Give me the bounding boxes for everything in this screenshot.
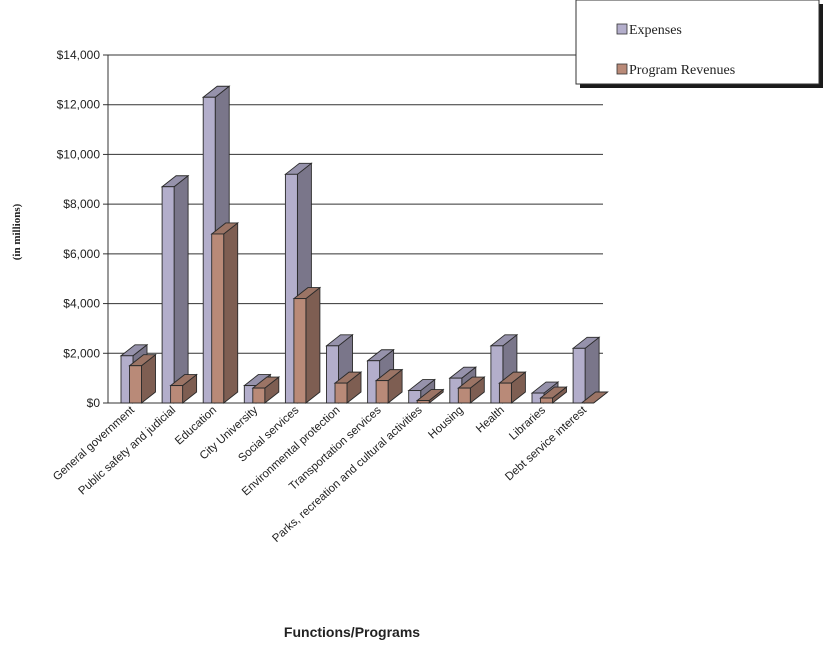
y-tick-label: $8,000 xyxy=(63,197,100,211)
y-tick-label: $14,000 xyxy=(57,48,101,62)
bar-side xyxy=(305,286,321,404)
bar-program-revenues xyxy=(251,376,281,404)
legend-box xyxy=(575,0,820,85)
bar-program-revenues xyxy=(210,222,240,404)
bars xyxy=(119,85,609,404)
bar-program-revenues xyxy=(415,388,445,404)
bar-front xyxy=(293,298,307,404)
x-axis-label: Functions/Programs xyxy=(284,624,420,640)
bar-side xyxy=(223,222,239,404)
bar-front xyxy=(129,365,142,404)
bar-program-revenues xyxy=(292,286,322,404)
legend-label-expenses: Expenses xyxy=(629,23,682,38)
bar-front xyxy=(498,382,512,404)
x-tick-label: Libraries xyxy=(507,404,548,443)
y-tick-label: $4,000 xyxy=(63,297,100,311)
bar-program-revenues xyxy=(374,368,404,404)
y-tick-label: $12,000 xyxy=(57,98,101,112)
y-tick-label: $2,000 xyxy=(63,346,100,360)
bar-program-revenues xyxy=(539,386,568,404)
bar-front xyxy=(211,233,225,404)
legend-swatch-program-revenues xyxy=(616,63,628,75)
bar-program-revenues xyxy=(333,371,363,404)
x-tick-label: Parks, recreation and cultural activitie… xyxy=(270,404,425,545)
bar-expenses xyxy=(160,174,190,404)
bar-program-revenues xyxy=(580,391,609,404)
legend: Expenses Program Revenues xyxy=(575,0,823,88)
legend-swatch-expenses xyxy=(616,23,628,35)
bar-top xyxy=(580,391,609,404)
bar-expenses xyxy=(571,336,601,404)
bar-program-revenues xyxy=(128,353,157,404)
gridlines xyxy=(108,54,603,354)
bar-program-revenues xyxy=(169,373,198,404)
bar-front xyxy=(540,397,553,404)
bar-front xyxy=(572,347,586,404)
bar-front xyxy=(457,387,471,404)
x-tick-label: Debt service interest xyxy=(503,404,590,484)
bar-front xyxy=(252,387,266,404)
bar-front xyxy=(334,382,348,404)
y-tick-label: $10,000 xyxy=(57,147,101,161)
y-tick-labels: $0 $2,000 $4,000 $6,000 $8,000 $10,000 $12,000… xyxy=(57,48,108,410)
y-axis-label: (in millions) xyxy=(11,203,23,260)
bar-front xyxy=(416,400,430,404)
y-tick-label: $0 xyxy=(87,396,101,410)
bar-side xyxy=(173,174,189,404)
x-tick-label: Health xyxy=(474,404,507,435)
y-tick-label: $6,000 xyxy=(63,247,100,261)
bar-program-revenues xyxy=(498,371,527,404)
legend-label-program-revenues: Program Revenues xyxy=(629,63,735,78)
bar-front xyxy=(161,186,175,404)
bar-program-revenues xyxy=(456,376,486,404)
x-tick-label: Housing xyxy=(426,404,465,441)
bar-front xyxy=(170,385,184,404)
bar-front xyxy=(375,380,389,404)
bar-expenses xyxy=(407,378,437,404)
